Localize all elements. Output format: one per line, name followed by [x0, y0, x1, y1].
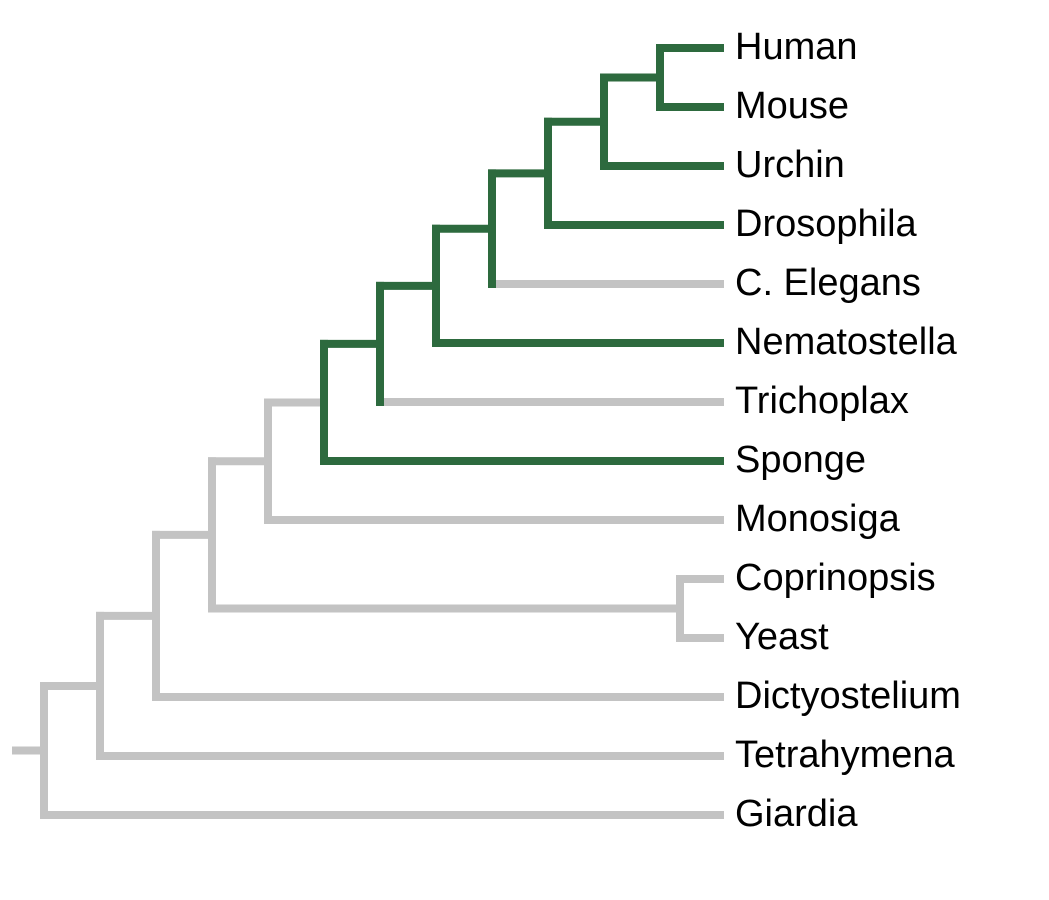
leaf-label-nematostella: Nematostella	[735, 321, 957, 364]
leaf-label-tetrahymena: Tetrahymena	[735, 734, 955, 777]
leaf-label-celegans: C. Elegans	[735, 262, 921, 305]
leaf-label-sponge: Sponge	[735, 439, 866, 482]
leaf-label-trichoplax: Trichoplax	[735, 380, 909, 423]
leaf-label-mouse: Mouse	[735, 85, 849, 128]
leaf-label-monosiga: Monosiga	[735, 498, 900, 541]
leaf-label-yeast: Yeast	[735, 616, 829, 659]
leaf-label-coprinopsis: Coprinopsis	[735, 557, 936, 600]
leaf-label-giardia: Giardia	[735, 793, 858, 836]
leaf-label-drosophila: Drosophila	[735, 203, 917, 246]
leaf-label-human: Human	[735, 26, 858, 69]
leaf-label-urchin: Urchin	[735, 144, 845, 187]
leaf-label-dictyostelium: Dictyostelium	[735, 675, 961, 718]
